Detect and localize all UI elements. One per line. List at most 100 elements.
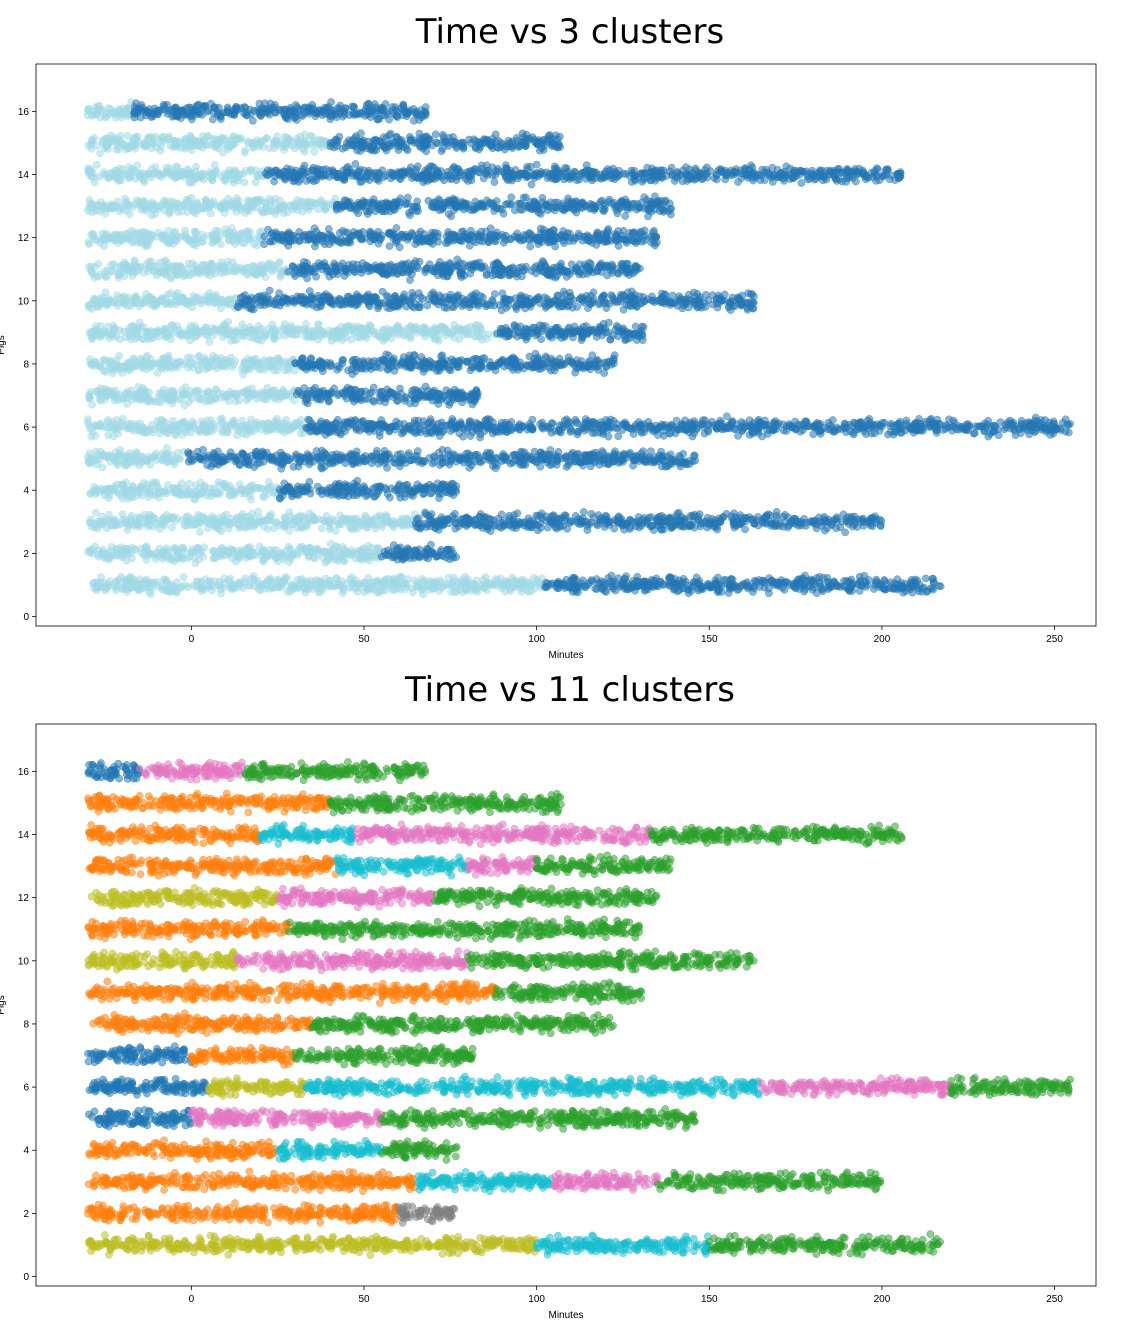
data-point — [279, 451, 288, 460]
cluster-segment — [411, 508, 886, 537]
data-point — [455, 391, 464, 400]
data-point — [361, 395, 369, 403]
data-point — [1047, 425, 1055, 434]
data-point — [628, 580, 637, 589]
data-point — [420, 489, 428, 498]
data-point — [802, 417, 811, 426]
data-point — [936, 582, 945, 591]
data-point — [122, 577, 131, 586]
data-point — [181, 581, 190, 590]
data-point — [466, 583, 474, 591]
data-point — [158, 389, 167, 398]
data-point — [180, 401, 189, 410]
data-point — [406, 456, 415, 465]
data-point — [315, 389, 324, 397]
data-point — [310, 515, 319, 524]
cluster-segment — [85, 383, 299, 410]
data-point — [579, 508, 588, 516]
chart-title: Time vs 3 clusters — [0, 12, 1140, 52]
data-point — [189, 520, 198, 529]
data-point — [300, 544, 309, 553]
data-point — [201, 397, 210, 406]
data-point — [548, 419, 556, 427]
data-point — [646, 424, 654, 433]
data-point — [265, 511, 273, 520]
data-point — [86, 489, 95, 498]
data-point — [695, 510, 704, 518]
data-point — [302, 395, 310, 403]
data-point — [742, 581, 751, 590]
data-point — [566, 428, 575, 436]
data-point — [156, 425, 164, 433]
data-point — [318, 446, 326, 455]
data-point — [132, 519, 140, 528]
data-point — [567, 580, 576, 588]
data-point — [481, 452, 489, 460]
data-point — [915, 580, 924, 589]
data-point — [410, 546, 419, 555]
data-point — [905, 581, 914, 589]
data-point — [91, 508, 100, 517]
data-point — [427, 388, 436, 397]
data-point — [281, 422, 290, 431]
data-point — [750, 520, 759, 528]
data-point — [85, 392, 94, 400]
data-point — [258, 484, 267, 493]
data-point — [195, 489, 204, 498]
data-point — [726, 421, 735, 430]
data-point — [135, 426, 144, 435]
data-point — [868, 514, 876, 523]
data-point — [249, 575, 258, 584]
data-point — [139, 384, 147, 392]
data-point — [224, 452, 233, 461]
data-point — [491, 464, 500, 472]
data-point — [761, 416, 769, 425]
data-point — [613, 452, 621, 461]
data-point — [438, 481, 446, 489]
data-point — [876, 521, 885, 530]
data-point — [226, 574, 235, 583]
data-point — [801, 522, 810, 530]
data-point — [127, 549, 135, 558]
data-point — [690, 577, 699, 586]
data-point — [632, 424, 641, 433]
data-point — [723, 412, 731, 421]
data-point — [114, 429, 122, 438]
data-point — [800, 580, 809, 589]
data-point — [242, 390, 250, 399]
data-point — [472, 583, 481, 592]
data-point — [234, 579, 243, 588]
data-point — [203, 422, 211, 431]
data-point — [407, 584, 416, 592]
data-point — [122, 461, 131, 470]
data-point — [482, 522, 491, 531]
data-point — [349, 548, 358, 557]
data-point — [241, 574, 250, 583]
data-point — [265, 389, 274, 398]
data-point — [1025, 430, 1034, 439]
data-point — [647, 447, 655, 456]
data-point — [475, 421, 484, 429]
data-point — [225, 481, 234, 490]
data-point — [598, 447, 607, 455]
data-point — [676, 462, 685, 471]
data-point — [553, 584, 562, 593]
data-point — [103, 387, 112, 396]
data-point — [161, 586, 169, 595]
cluster-segment — [84, 444, 188, 472]
data-point — [194, 386, 203, 395]
data-point — [496, 579, 504, 587]
data-point — [429, 579, 437, 587]
data-point — [913, 419, 922, 427]
data-point — [285, 527, 293, 535]
data-point — [258, 546, 267, 555]
data-point — [296, 452, 305, 461]
cluster-segment — [541, 571, 945, 598]
data-point — [335, 455, 343, 464]
data-point — [217, 393, 226, 402]
data-point — [1026, 419, 1035, 427]
data-point — [420, 576, 429, 585]
data-point — [601, 519, 610, 528]
data-point — [414, 389, 423, 398]
data-point — [792, 578, 801, 587]
